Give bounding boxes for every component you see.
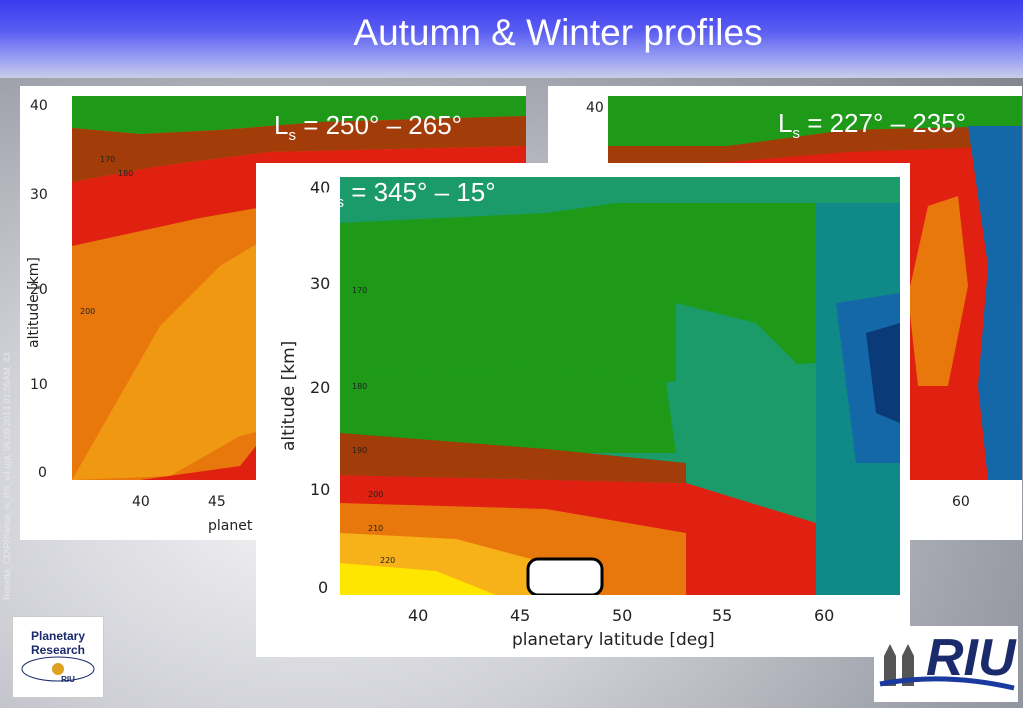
range-label-front: Ls = 345° – 15° xyxy=(322,177,496,212)
region-yellow xyxy=(340,563,496,595)
y-tick: 30 xyxy=(310,274,330,293)
y-tick: 10 xyxy=(310,480,330,499)
region-orange xyxy=(908,196,968,386)
region-teal-green-top xyxy=(340,177,546,223)
y-tick: 0 xyxy=(38,465,47,481)
x-tick: 55 xyxy=(712,606,732,625)
slide-header xyxy=(0,0,1023,78)
y-tick: 40 xyxy=(586,100,604,116)
x-tick: 50 xyxy=(612,606,632,625)
y-axis-label: altitude [km] xyxy=(279,341,299,451)
region-teal-pocket xyxy=(676,303,796,443)
x-axis-label: planetary latitude [deg] xyxy=(512,630,715,650)
x-axis-label: planet xyxy=(208,518,253,534)
region-blue xyxy=(968,126,1022,480)
region-brown xyxy=(72,116,526,182)
side-file-note: Rosetta_CD\PR\what_is_RS_v4.ppt, 06.09.2… xyxy=(2,352,12,600)
x-tick: 40 xyxy=(408,606,428,625)
range-label-back-left: Ls = 250° – 265° xyxy=(274,110,463,145)
x-tick: 40 xyxy=(132,494,150,510)
contour-label: 170 xyxy=(352,286,367,295)
region-green xyxy=(72,96,526,134)
x-tick: 45 xyxy=(510,606,530,625)
contour-label: 200 xyxy=(80,307,95,316)
contour-label: 180 xyxy=(352,382,367,391)
y-axis-label: altitude [km] xyxy=(26,257,42,348)
y-tick: 30 xyxy=(30,187,48,203)
contour-plot-front: 40 30 20 10 0 40 45 50 55 60 planetary l… xyxy=(256,163,910,657)
region-green xyxy=(608,96,1022,146)
y-tick: 40 xyxy=(30,98,48,114)
region-green-lower xyxy=(340,367,676,453)
slide-title: Autumn & Winter profiles xyxy=(353,12,763,53)
contour-label: 220 xyxy=(380,556,395,565)
region-brown xyxy=(608,126,1022,166)
y-tick: 20 xyxy=(30,282,48,298)
y-tick: 40 xyxy=(310,178,330,197)
panel-front: 40 30 20 10 0 40 45 50 55 60 planetary l… xyxy=(256,163,910,657)
contour-label: 200 xyxy=(368,490,383,499)
y-tick: 10 xyxy=(30,377,48,393)
region-dark-blue xyxy=(866,323,900,423)
x-tick: 60 xyxy=(814,606,834,625)
masked-region xyxy=(526,557,604,597)
y-tick: 20 xyxy=(310,378,330,397)
x-tick: 60 xyxy=(952,494,970,510)
contour-label: 210 xyxy=(368,524,383,533)
planetary-research-logo: Planetary Research RIU xyxy=(12,616,104,698)
orbit-icon xyxy=(21,656,95,682)
contour-label: 170 xyxy=(100,155,115,164)
contour-label: 180 xyxy=(118,169,133,178)
contour-label: 190 xyxy=(352,446,367,455)
range-label-back-right: Ls = 227° – 235° xyxy=(778,108,967,143)
riu-logo: RIU xyxy=(874,626,1018,702)
region-brown xyxy=(340,433,686,483)
y-tick: 0 xyxy=(318,578,328,597)
x-tick: 45 xyxy=(208,494,226,510)
cathedral-icon xyxy=(879,644,1015,691)
